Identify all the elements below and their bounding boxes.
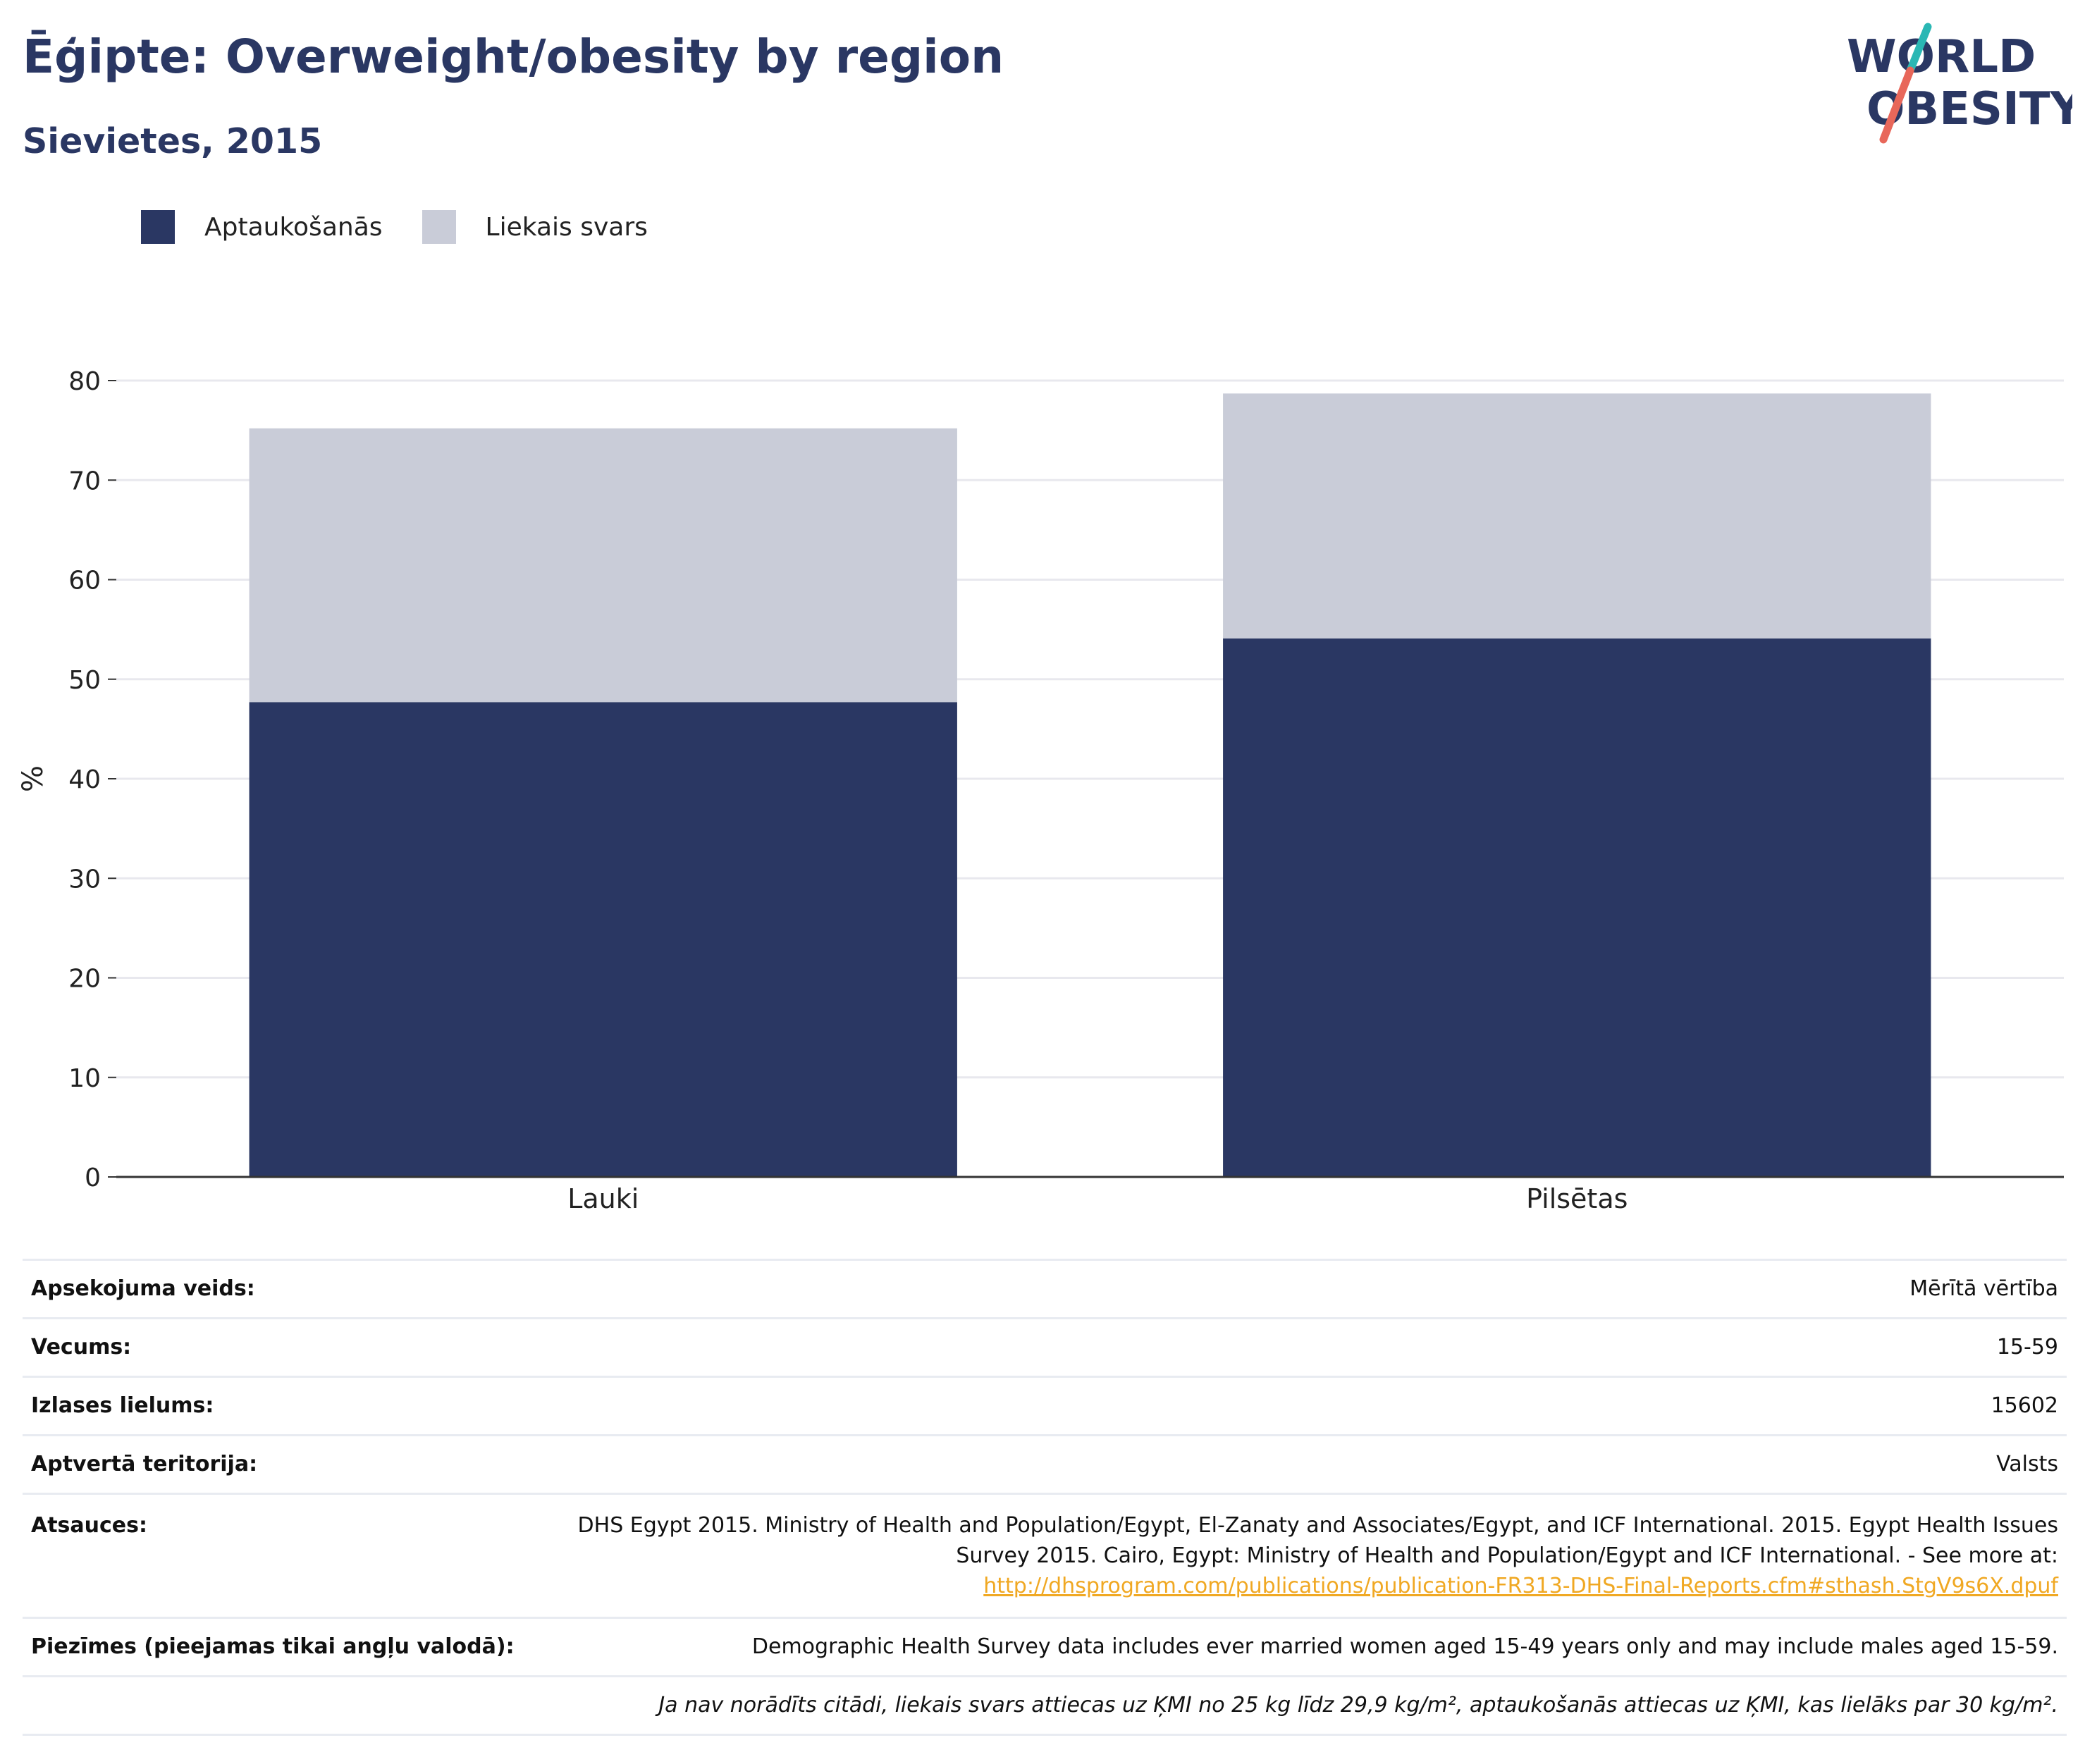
info-row-notes: Piezīmes (pieejamas tikai angļu valodā):… bbox=[23, 1617, 2067, 1677]
y-tick-label: 80 bbox=[68, 367, 101, 396]
info-value: 15602 bbox=[547, 1376, 2067, 1436]
y-tick-label: 10 bbox=[68, 1064, 101, 1093]
y-tick-label: 60 bbox=[68, 567, 101, 596]
legend-swatch-overweight bbox=[422, 210, 456, 244]
info-value: Valsts bbox=[547, 1434, 2067, 1495]
chart-title: Ēģipte: Overweight/obesity by region bbox=[23, 30, 1004, 84]
bar-segment-overweight-2[interactable] bbox=[1223, 393, 1931, 639]
info-value: DHS Egypt 2015. Ministry of Health and P… bbox=[547, 1493, 2067, 1619]
x-tick-label: Lauki bbox=[567, 1183, 639, 1214]
info-key: Izlases lielums: bbox=[23, 1376, 547, 1436]
logo-slash-teal bbox=[1906, 23, 1932, 75]
info-row-references: Atsauces: DHS Egypt 2015. Ministry of He… bbox=[23, 1493, 2067, 1619]
info-row-sample-size: Izlases lielums: 15602 bbox=[23, 1376, 2067, 1436]
legend-label-obesity: Aptaukošanās bbox=[204, 212, 383, 242]
survey-info-table: Apsekojuma veids: Mērītā vērtība Vecums:… bbox=[23, 1259, 2067, 1736]
info-row-survey-type: Apsekojuma veids: Mērītā vērtība bbox=[23, 1259, 2067, 1319]
chart-legend: Aptaukošanās Liekais svars bbox=[141, 209, 687, 245]
info-key: Apsekojuma veids: bbox=[23, 1259, 547, 1319]
legend-swatch-obesity bbox=[141, 210, 175, 244]
y-tick-label: 20 bbox=[68, 965, 101, 994]
x-tick-label: Pilsētas bbox=[1526, 1183, 1628, 1214]
info-row-age: Vecums: 15-59 bbox=[23, 1317, 2067, 1378]
bar-segment-obesity-2[interactable] bbox=[1223, 638, 1931, 1177]
world-obesity-logo: WORLD OBESITY bbox=[1847, 23, 2072, 144]
info-value: 15-59 bbox=[547, 1317, 2067, 1378]
info-key: Aptvertā teritorija: bbox=[23, 1434, 547, 1495]
chart-subtitle: Sievietes, 2015 bbox=[23, 121, 323, 161]
legend-item-overweight[interactable]: Liekais svars bbox=[422, 210, 648, 244]
definition-note: Ja nav norādīts citādi, liekais svars at… bbox=[547, 1675, 2067, 1736]
info-key: Vecums: bbox=[23, 1317, 547, 1378]
x-axis-ticks: Lauki Pilsētas bbox=[567, 1183, 1628, 1214]
info-key-empty bbox=[23, 1675, 547, 1736]
logo-slash-coral bbox=[1879, 66, 1914, 144]
info-key: Piezīmes (pieejamas tikai angļu valodā): bbox=[23, 1617, 547, 1677]
y-axis-label: % bbox=[17, 765, 49, 792]
info-row-area: Aptvertā teritorija: Valsts bbox=[23, 1434, 2067, 1495]
y-axis-ticks: 0 10 20 30 40 50 60 70 80 bbox=[68, 367, 116, 1192]
info-value: Mērītā vērtība bbox=[547, 1259, 2067, 1319]
y-tick-label: 30 bbox=[68, 865, 101, 894]
references-link[interactable]: http://dhsprogram.com/publications/publi… bbox=[983, 1574, 2058, 1598]
legend-item-obesity[interactable]: Aptaukošanās bbox=[141, 210, 383, 244]
y-tick-label: 0 bbox=[85, 1164, 101, 1192]
bars bbox=[249, 393, 1931, 1177]
bar-segment-overweight-1[interactable] bbox=[249, 428, 957, 703]
logo-text-line1: WORLD bbox=[1847, 31, 2036, 83]
references-text: DHS Egypt 2015. Ministry of Health and P… bbox=[577, 1513, 2058, 1568]
y-tick-label: 50 bbox=[68, 666, 101, 695]
info-row-definition: Ja nav norādīts citādi, liekais svars at… bbox=[23, 1675, 2067, 1736]
legend-label-overweight: Liekais svars bbox=[485, 212, 648, 242]
y-tick-label: 70 bbox=[68, 467, 101, 495]
info-key: Atsauces: bbox=[23, 1493, 547, 1619]
y-tick-label: 40 bbox=[68, 765, 101, 794]
stacked-bar-chart: 0 10 20 30 40 50 60 70 80 Lauki Pilsētas % bbox=[17, 367, 2064, 1214]
info-value: Demographic Health Survey data includes … bbox=[547, 1617, 2067, 1677]
bar-segment-obesity-1[interactable] bbox=[249, 702, 957, 1177]
